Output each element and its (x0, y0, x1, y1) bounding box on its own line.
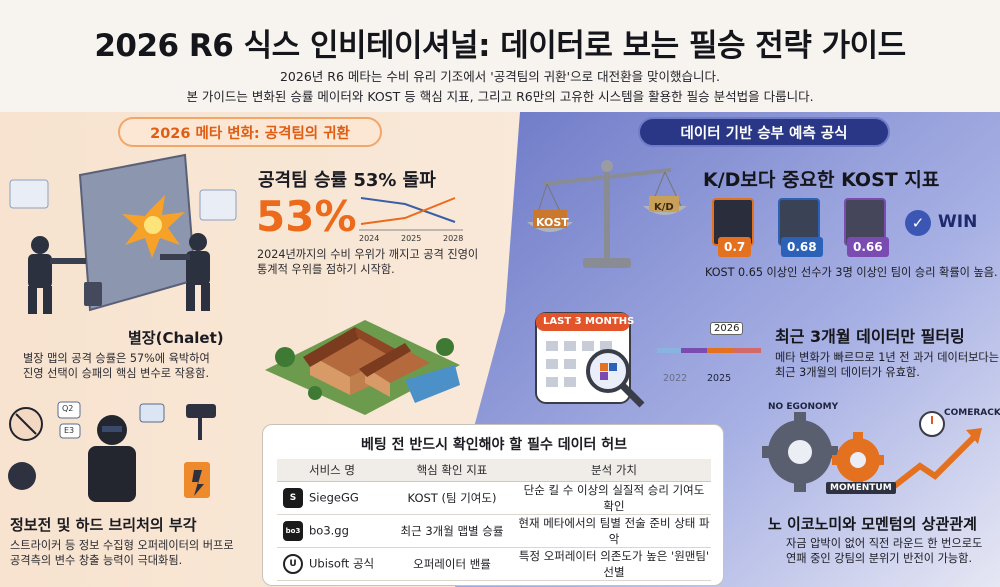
value-cell: 단순 킬 수 이상의 실질적 승리 기여도 확인 (517, 481, 711, 515)
column-header-service: 서비스 명 (277, 459, 387, 482)
economy-desc-2: 연패 중인 강팀의 분위기 반전이 가능함. (786, 552, 973, 565)
timeline-label-2026: 2026 (710, 322, 744, 335)
service-name: Ubisoft 공식 (309, 556, 375, 570)
column-header-value: 분석 가치 (517, 459, 711, 482)
column-header-metric: 핵심 확인 지표 (387, 459, 517, 482)
table-row: S SiegeGG KOST (팀 기여도) 단순 킬 수 이상의 실질적 승리 … (277, 481, 711, 515)
player-kost-1: 0.7 (718, 237, 752, 257)
page-title: 2026 R6 식스 인비테이셔널: 데이터로 보는 필승 전략 가이드 (94, 28, 906, 64)
breach-desc-2: 공격측의 변수 창출 능력이 극대화됨. (10, 554, 183, 567)
chart-tick-2025: 2025 (401, 234, 422, 243)
wall-breach-illustration (9, 153, 237, 314)
chalet-house-illustration (265, 320, 460, 415)
metric-cell: 최근 3개월 맵별 승률 (387, 514, 517, 548)
economy-title: 노 이코노미와 모멘텀의 상관관계 (768, 515, 977, 533)
economy-gears-illustration (762, 411, 982, 494)
metric-cell: 오퍼레이터 밴률 (387, 547, 517, 581)
explosion-icon (122, 195, 185, 258)
data-hub-title: 베팅 전 반드시 확인해야 할 필수 데이터 허브 (361, 437, 627, 453)
service-name: SiegeGG (309, 490, 359, 504)
table-row: U Ubisoft 공식 오퍼레이터 밴률 특정 오퍼레이터 의존도가 높은 '원… (277, 547, 711, 581)
breach-desc-1: 스트라이커 등 정보 수집형 오퍼레이터의 버프로 (10, 539, 234, 552)
calendar-label: LAST 3 MONTHS (543, 316, 635, 327)
scale-right-label: K/D (654, 202, 674, 213)
calendar-magnifier-illustration (535, 312, 645, 408)
breach-title: 정보전 및 하드 브리처의 부각 (10, 516, 197, 534)
economy-desc-1: 자금 압박이 없어 직전 라운드 한 번으로도 (786, 537, 983, 550)
gear-label-1: NO EGONOMY (768, 402, 839, 412)
filter-desc-1: 메타 변화가 빠르므로 1년 전 과거 데이터보다는 (775, 351, 1000, 364)
value-cell: 현재 메타에서의 팀별 전술 준비 상태 파악 (517, 514, 711, 548)
subtitle-line-1: 2026년 R6 메타는 수비 유리 기조에서 '공격팀의 귀환'으로 대전환을… (279, 69, 721, 84)
winrate-big-number: 53% (256, 192, 357, 241)
chalet-title: 별장(Chalet) (128, 329, 224, 347)
left-section-label: 2026 메타 변화: 공격팀의 귀환 (118, 117, 382, 147)
magnifier-icon (586, 349, 645, 408)
winrate-desc-1: 2024년까지의 수비 우위가 깨지고 공격 진영이 (257, 248, 479, 261)
value-cell: 특정 오퍼레이터 의존도가 높은 '원맨팀' 선별 (517, 547, 711, 581)
data-hub-table: 서비스 명 핵심 확인 지표 분석 가치 S SiegeGG KOST (팀 기여… (277, 459, 711, 581)
chart-tick-2028: 2028 (443, 234, 464, 243)
subtitle-line-2: 본 가이드는 변화된 승률 메이터와 KOST 등 핵심 지표, 그리고 R6만… (186, 89, 814, 104)
chart-tick-2024: 2024 (359, 234, 380, 243)
player-kost-3: 0.66 (847, 237, 889, 257)
data-hub-card: 베팅 전 반드시 확인해야 할 필수 데이터 허브 서비스 명 핵심 확인 지표… (262, 424, 724, 586)
service-name: bo3.gg (309, 523, 349, 537)
bo3gg-logo-icon: bo3 (283, 520, 303, 541)
screen-label-e3: E3 (64, 426, 75, 435)
timeline-label-2025: 2025 (707, 373, 732, 384)
operator-intel-illustration (8, 401, 216, 502)
timeline-label-2022: 2022 (663, 373, 688, 384)
metric-cell: KOST (팀 기여도) (387, 481, 517, 515)
win-label: WIN (938, 212, 978, 232)
check-icon: ✓ (905, 210, 931, 236)
balance-scale-illustration (527, 160, 687, 268)
operator-right-figure (160, 233, 210, 311)
kost-desc: KOST 0.65 이상인 선수가 3명 이상인 팀이 승리 확률이 높음. (705, 266, 998, 279)
filter-desc-2: 최근 3개월의 데이터가 유효함. (775, 366, 920, 379)
ubisoft-logo-icon: U (283, 553, 303, 574)
chalet-desc-2: 진영 선택이 승패의 핵심 변수로 작용함. (23, 367, 210, 380)
siegegg-logo-icon: S (283, 487, 303, 508)
operator-left-figure (28, 236, 86, 314)
stopwatch-icon (919, 411, 945, 437)
winrate-trend-chart (359, 197, 463, 231)
right-section-label: 데이터 기반 승부 예측 공식 (638, 117, 890, 147)
arrow-label: COMERACK (944, 408, 1000, 418)
scale-left-label: KOST (536, 216, 569, 229)
table-header-row: 서비스 명 핵심 확인 지표 분석 가치 (277, 459, 711, 482)
gear-label-2: MOMENTUM (826, 482, 896, 494)
player-kost-2: 0.68 (781, 237, 823, 257)
header: 2026 R6 식스 인비테이셔널: 데이터로 보는 필승 전략 가이드 202… (0, 0, 1000, 112)
winrate-title: 공격팀 승률 53% 돌파 (258, 170, 436, 191)
camera-icon (186, 404, 216, 440)
winrate-desc-2: 통계적 우위를 점하기 시작함. (257, 263, 395, 276)
chalet-desc-1: 별장 맵의 공격 승률은 57%에 육박하여 (23, 352, 210, 365)
kost-title: K/D보다 중요한 KOST 지표 (703, 169, 940, 191)
table-row: bo3 bo3.gg 최근 3개월 맵별 승률 현재 메타에서의 팀별 전술 준비… (277, 514, 711, 548)
filter-title: 최근 3개월 데이터만 필터링 (775, 327, 965, 346)
timeline-bar (657, 348, 761, 353)
screen-label-q2: Q2 (62, 404, 74, 413)
